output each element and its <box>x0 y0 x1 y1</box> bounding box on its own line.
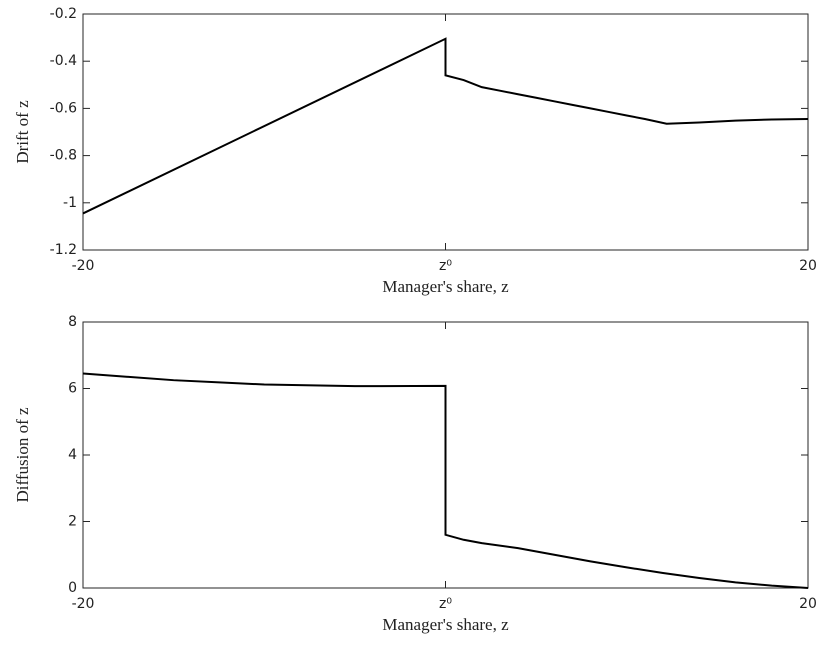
y-tick-label: -0.8 <box>50 148 77 164</box>
y-tick-label: 8 <box>68 314 77 330</box>
y-tick-label: 6 <box>68 381 77 397</box>
x-tick-label: z⁰ <box>439 258 452 274</box>
y-tick-label: 4 <box>68 447 77 463</box>
y-axis-label: Diffusion of z <box>13 407 32 503</box>
y-tick-label: -0.6 <box>50 100 77 116</box>
x-tick-label: 20 <box>799 258 817 274</box>
y-axis-label: Drift of z <box>13 100 32 164</box>
y-tick-label: -1.2 <box>50 242 77 258</box>
x-axis-label: Manager's share, z <box>382 615 509 634</box>
x-tick-label: -20 <box>72 258 95 274</box>
y-tick-label: 2 <box>68 514 77 530</box>
y-tick-label: -1 <box>63 195 77 211</box>
y-tick-label: -0.2 <box>50 6 77 22</box>
y-tick-label: 0 <box>68 580 77 596</box>
y-tick-label: -0.4 <box>50 53 77 69</box>
x-tick-label: -20 <box>72 596 95 612</box>
data-line <box>82 37 809 215</box>
x-tick-label: 20 <box>799 596 817 612</box>
x-tick-label: z⁰ <box>439 596 452 612</box>
x-axis-label: Manager's share, z <box>382 277 509 296</box>
data-line <box>82 372 809 589</box>
